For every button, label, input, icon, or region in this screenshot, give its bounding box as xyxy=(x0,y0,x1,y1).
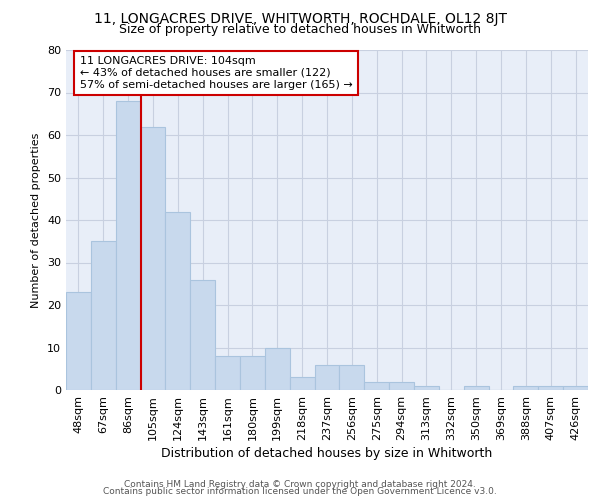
Text: 11 LONGACRES DRIVE: 104sqm
← 43% of detached houses are smaller (122)
57% of sem: 11 LONGACRES DRIVE: 104sqm ← 43% of deta… xyxy=(80,56,352,90)
Bar xyxy=(340,364,364,390)
Bar xyxy=(190,280,215,390)
Bar xyxy=(414,386,439,390)
Bar xyxy=(215,356,240,390)
Bar xyxy=(314,364,340,390)
Bar xyxy=(116,101,140,390)
Bar xyxy=(389,382,414,390)
Bar xyxy=(91,242,116,390)
Bar xyxy=(364,382,389,390)
Bar xyxy=(240,356,265,390)
Bar xyxy=(166,212,190,390)
Bar xyxy=(464,386,488,390)
Bar xyxy=(66,292,91,390)
Text: Contains public sector information licensed under the Open Government Licence v3: Contains public sector information licen… xyxy=(103,487,497,496)
X-axis label: Distribution of detached houses by size in Whitworth: Distribution of detached houses by size … xyxy=(161,447,493,460)
Bar xyxy=(140,126,166,390)
Text: Contains HM Land Registry data © Crown copyright and database right 2024.: Contains HM Land Registry data © Crown c… xyxy=(124,480,476,489)
Y-axis label: Number of detached properties: Number of detached properties xyxy=(31,132,41,308)
Text: Size of property relative to detached houses in Whitworth: Size of property relative to detached ho… xyxy=(119,22,481,36)
Bar xyxy=(290,377,314,390)
Bar xyxy=(265,348,290,390)
Text: 11, LONGACRES DRIVE, WHITWORTH, ROCHDALE, OL12 8JT: 11, LONGACRES DRIVE, WHITWORTH, ROCHDALE… xyxy=(94,12,506,26)
Bar xyxy=(538,386,563,390)
Bar xyxy=(514,386,538,390)
Bar xyxy=(563,386,588,390)
